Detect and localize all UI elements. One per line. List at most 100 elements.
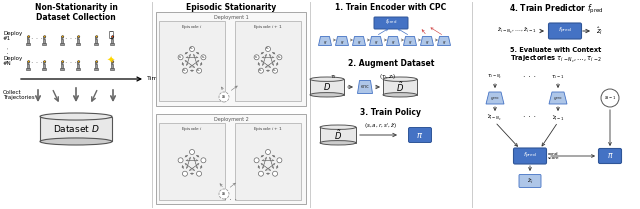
Polygon shape bbox=[111, 61, 114, 64]
Bar bbox=[26, 43, 30, 45]
Text: · · ·: · · · bbox=[31, 34, 43, 43]
Bar bbox=[28, 64, 29, 68]
Bar bbox=[44, 39, 45, 43]
Bar bbox=[235, 21, 301, 101]
Bar bbox=[156, 12, 306, 106]
Polygon shape bbox=[319, 37, 332, 46]
Bar bbox=[156, 114, 306, 204]
Text: 2. Augment Dataset: 2. Augment Dataset bbox=[348, 59, 434, 68]
Circle shape bbox=[189, 46, 195, 51]
Text: Episode $i+1$: Episode $i+1$ bbox=[253, 23, 283, 31]
Text: Time: Time bbox=[147, 76, 163, 82]
Text: $g_{\mathrm{enc}}$: $g_{\mathrm{enc}}$ bbox=[490, 94, 500, 102]
Text: · · ·: · · · bbox=[6, 46, 12, 58]
Circle shape bbox=[601, 89, 619, 107]
Text: $g$: $g$ bbox=[408, 38, 412, 46]
FancyBboxPatch shape bbox=[513, 148, 547, 164]
Text: · · ·: · · · bbox=[65, 34, 77, 43]
Circle shape bbox=[266, 46, 271, 51]
Polygon shape bbox=[95, 61, 98, 64]
Circle shape bbox=[28, 61, 29, 62]
Circle shape bbox=[254, 55, 259, 60]
Circle shape bbox=[219, 189, 229, 199]
Text: $s_3$: $s_3$ bbox=[196, 68, 202, 74]
Text: $\tau_i$: $\tau_i$ bbox=[330, 73, 337, 81]
Text: 1. Train Encoder with CPC: 1. Train Encoder with CPC bbox=[335, 3, 447, 12]
Text: $s_1$: $s_1$ bbox=[178, 54, 183, 61]
Text: $f_{\mathrm{pred}}$: $f_{\mathrm{pred}}$ bbox=[385, 18, 397, 28]
Text: $f_{\mathrm{pred}}$: $f_{\mathrm{pred}}$ bbox=[558, 26, 572, 36]
Circle shape bbox=[61, 61, 63, 62]
Circle shape bbox=[182, 68, 188, 73]
Bar bbox=[93, 43, 99, 45]
Circle shape bbox=[61, 36, 63, 37]
Circle shape bbox=[178, 158, 183, 163]
Polygon shape bbox=[77, 37, 80, 39]
Text: $s_0$: $s_0$ bbox=[189, 46, 195, 52]
Ellipse shape bbox=[310, 77, 344, 81]
Circle shape bbox=[273, 171, 278, 176]
Text: $s_4$: $s_4$ bbox=[277, 54, 282, 61]
Text: Collect
Trajectories: Collect Trajectories bbox=[3, 90, 35, 100]
Circle shape bbox=[259, 68, 264, 73]
Polygon shape bbox=[61, 61, 64, 64]
Bar bbox=[60, 43, 64, 45]
Polygon shape bbox=[44, 61, 46, 64]
Text: · · ·: · · · bbox=[31, 60, 43, 69]
Polygon shape bbox=[549, 92, 567, 104]
Text: $\tilde{D}$: $\tilde{D}$ bbox=[334, 128, 342, 142]
Text: 5. Evaluate with Context
Trajectories $\tau_{i-N_c},\ldots,\tau_{i-2}$: 5. Evaluate with Context Trajectories $\… bbox=[510, 47, 602, 65]
Text: $s_{i-1}$: $s_{i-1}$ bbox=[604, 94, 616, 102]
Polygon shape bbox=[335, 37, 349, 46]
Ellipse shape bbox=[40, 113, 112, 120]
Text: $\hat{z}_i$: $\hat{z}_i$ bbox=[527, 176, 533, 186]
Bar bbox=[111, 39, 113, 43]
Text: enc: enc bbox=[360, 84, 369, 89]
Circle shape bbox=[277, 55, 282, 60]
Bar bbox=[42, 43, 46, 45]
Ellipse shape bbox=[310, 93, 344, 97]
FancyBboxPatch shape bbox=[374, 17, 408, 29]
Text: · · ·: · · · bbox=[65, 60, 77, 69]
Polygon shape bbox=[486, 92, 504, 104]
Text: $\hat{z}_i$: $\hat{z}_i$ bbox=[596, 25, 603, 37]
Bar bbox=[76, 43, 80, 45]
Text: $s_4$: $s_4$ bbox=[201, 54, 206, 61]
Polygon shape bbox=[369, 37, 383, 46]
FancyBboxPatch shape bbox=[408, 127, 431, 143]
Circle shape bbox=[28, 36, 29, 37]
Text: Deployment 1: Deployment 1 bbox=[214, 15, 248, 20]
Circle shape bbox=[189, 149, 195, 154]
Text: Deploy
#1: Deploy #1 bbox=[3, 31, 22, 41]
Circle shape bbox=[77, 36, 79, 37]
Polygon shape bbox=[353, 37, 365, 46]
Text: $g$: $g$ bbox=[357, 38, 361, 46]
Bar bbox=[95, 39, 97, 43]
Ellipse shape bbox=[383, 93, 417, 97]
Ellipse shape bbox=[40, 138, 112, 145]
Polygon shape bbox=[387, 37, 399, 46]
Text: $s_2$: $s_2$ bbox=[182, 68, 188, 74]
FancyBboxPatch shape bbox=[548, 23, 582, 39]
Text: Episode $i$: Episode $i$ bbox=[181, 23, 203, 31]
Text: Episode $i$: Episode $i$ bbox=[181, 125, 203, 133]
Text: $\pi$: $\pi$ bbox=[417, 130, 424, 139]
Polygon shape bbox=[77, 61, 80, 64]
Text: $g$: $g$ bbox=[442, 38, 446, 46]
Text: $f_{\mathrm{pred}}$: $f_{\mathrm{pred}}$ bbox=[523, 151, 537, 161]
Text: $s_2$: $s_2$ bbox=[259, 68, 264, 74]
Text: $g$: $g$ bbox=[391, 38, 395, 46]
Bar bbox=[28, 39, 29, 43]
Bar bbox=[109, 68, 115, 70]
Circle shape bbox=[77, 61, 79, 62]
Bar bbox=[320, 127, 356, 143]
Ellipse shape bbox=[320, 125, 356, 129]
Text: · · ·: · · · bbox=[524, 113, 536, 122]
Text: Non-Stationarity in
Dataset Collection: Non-Stationarity in Dataset Collection bbox=[35, 3, 117, 22]
Bar bbox=[159, 21, 225, 101]
Text: 4. Train Predictor $f_{\mathrm{pred}}$: 4. Train Predictor $f_{\mathrm{pred}}$ bbox=[509, 3, 604, 16]
Circle shape bbox=[196, 68, 202, 73]
Text: Episodic Stationarity: Episodic Stationarity bbox=[186, 3, 276, 12]
Text: $s_i$: $s_i$ bbox=[221, 93, 227, 101]
Circle shape bbox=[201, 55, 206, 60]
